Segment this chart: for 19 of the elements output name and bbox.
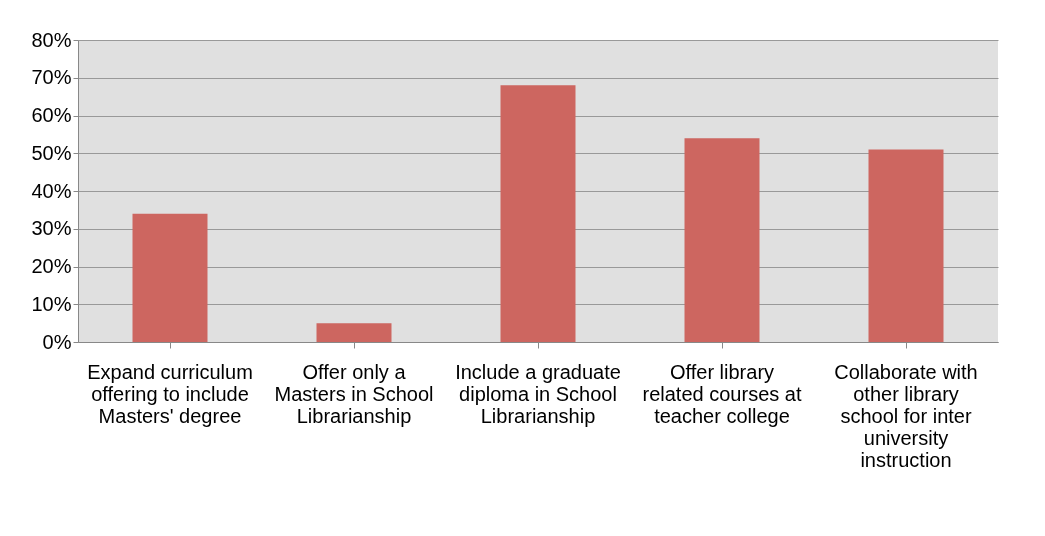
y-tick-label: 40%: [31, 179, 72, 202]
y-tick-label: 70%: [31, 66, 72, 89]
y-tick-label: 50%: [31, 141, 72, 164]
x-tick-label: Offer library related courses at teacher college: [642, 360, 802, 427]
y-tick-label: 60%: [31, 104, 72, 126]
bar: [132, 213, 208, 342]
bar: [868, 149, 944, 342]
y-tick-label: 10%: [31, 292, 72, 315]
bar: [500, 85, 576, 342]
x-tick-label: Expand curriculum offering to include Masters' degree: [87, 360, 253, 427]
y-tick-label: 80%: [31, 28, 72, 51]
y-tick-label: 0%: [42, 330, 72, 353]
y-tick-label: 30%: [31, 217, 72, 240]
y-tick-label: 20%: [31, 255, 72, 277]
x-tick-label: Offer only a Masters in School Librarianship: [274, 360, 434, 427]
bar: [684, 138, 760, 342]
x-tick-label: Collaborate with other library school for inter university instruction: [834, 360, 978, 471]
x-tick-label: Include a graduate diploma in School Librarianship: [455, 360, 621, 427]
bar: [316, 323, 392, 342]
